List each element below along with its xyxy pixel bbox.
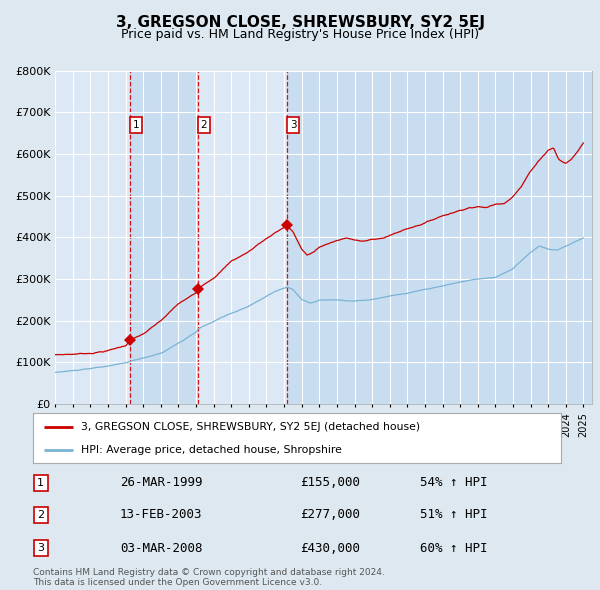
Text: 2: 2 (200, 120, 207, 130)
Text: £155,000: £155,000 (300, 477, 360, 490)
Text: 54% ↑ HPI: 54% ↑ HPI (420, 477, 487, 490)
Bar (55, 71, 130, 404)
Bar (130, 71, 198, 404)
Bar (198, 71, 287, 404)
Text: 13-FEB-2003: 13-FEB-2003 (120, 509, 203, 522)
Text: HPI: Average price, detached house, Shropshire: HPI: Average price, detached house, Shro… (80, 445, 341, 455)
Text: 26-MAR-1999: 26-MAR-1999 (120, 477, 203, 490)
Text: Contains HM Land Registry data © Crown copyright and database right 2024.
This d: Contains HM Land Registry data © Crown c… (33, 568, 385, 587)
Text: 3, GREGSON CLOSE, SHREWSBURY, SY2 5EJ: 3, GREGSON CLOSE, SHREWSBURY, SY2 5EJ (115, 15, 485, 30)
Bar (287, 71, 592, 404)
Text: 1: 1 (133, 120, 139, 130)
Text: 3, GREGSON CLOSE, SHREWSBURY, SY2 5EJ (detached house): 3, GREGSON CLOSE, SHREWSBURY, SY2 5EJ (d… (80, 421, 419, 431)
Text: 51% ↑ HPI: 51% ↑ HPI (420, 509, 487, 522)
Text: 2: 2 (37, 510, 44, 520)
Text: 60% ↑ HPI: 60% ↑ HPI (420, 542, 487, 555)
Text: 3: 3 (37, 543, 44, 553)
Text: Price paid vs. HM Land Registry's House Price Index (HPI): Price paid vs. HM Land Registry's House … (121, 28, 479, 41)
Text: 3: 3 (290, 120, 296, 130)
Text: £430,000: £430,000 (300, 542, 360, 555)
Text: 03-MAR-2008: 03-MAR-2008 (120, 542, 203, 555)
Text: £277,000: £277,000 (300, 509, 360, 522)
Text: 1: 1 (37, 478, 44, 488)
